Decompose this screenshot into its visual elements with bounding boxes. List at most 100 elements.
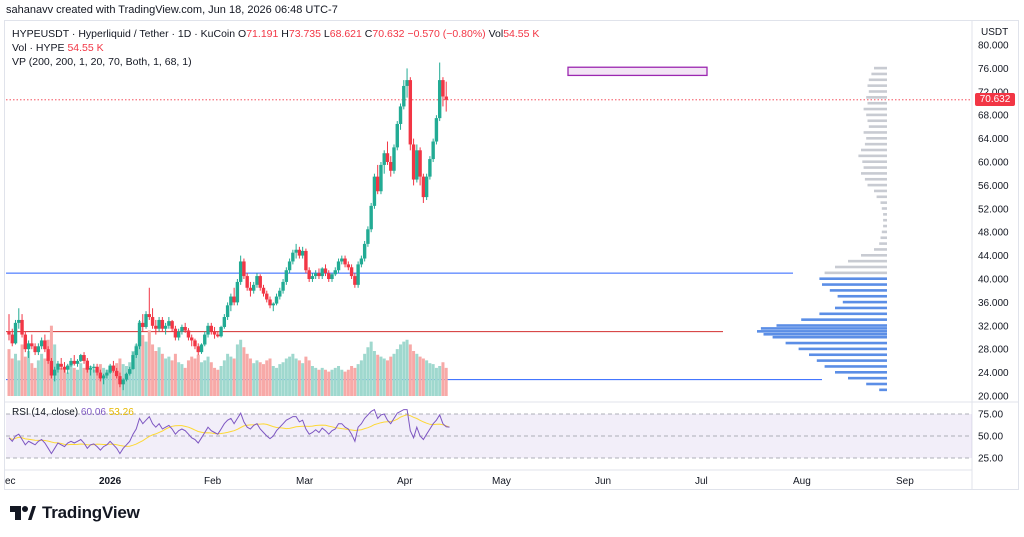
candle-body <box>7 331 11 335</box>
volume-bar <box>275 367 279 396</box>
candle-body <box>274 296 279 304</box>
time-tick-label: Jul <box>695 476 708 487</box>
volume-bar <box>226 353 230 396</box>
volume-profile-bar <box>822 283 887 286</box>
candle-body <box>170 321 174 329</box>
volume-bar <box>441 362 445 396</box>
volume-bar <box>222 360 226 396</box>
volume-bar <box>209 362 213 396</box>
volume-profile-bar <box>835 371 887 374</box>
candle-body <box>209 325 213 332</box>
time-tick-label: 2026 <box>99 476 122 487</box>
candle-body <box>402 85 406 107</box>
candle-body <box>92 366 96 368</box>
volume-bar <box>359 360 363 396</box>
volume-bar <box>434 367 438 396</box>
volume-bar <box>115 363 119 396</box>
volume-profile-bar <box>798 347 887 351</box>
volume-profile-bar <box>861 148 887 152</box>
candle-body <box>255 276 259 285</box>
volume-bar <box>30 363 34 396</box>
volume-bar <box>157 347 161 396</box>
volume-bar <box>389 356 393 396</box>
candle-body <box>353 276 357 285</box>
legend-low-label: L <box>323 28 330 40</box>
volume-profile-bar <box>819 277 887 280</box>
volume-bar <box>402 341 406 396</box>
candle-body <box>199 344 204 353</box>
legend-vp-indicator[interactable]: VP (200, 200, 1, 20, 70, Both, 1, 68, 1) <box>12 56 192 68</box>
candle-body <box>340 258 344 262</box>
volume-bar <box>376 354 380 396</box>
candle-body <box>323 268 328 274</box>
volume-bar <box>395 349 399 396</box>
volume-bar <box>399 344 403 396</box>
candle-body <box>229 296 233 306</box>
volume-profile-bar <box>879 242 887 245</box>
time-tick-label: Apr <box>397 476 413 487</box>
volume-bar <box>144 341 148 396</box>
volume-bar <box>56 363 60 396</box>
candle-body <box>297 249 302 256</box>
volume-profile-bar <box>858 154 887 158</box>
volume-bar <box>141 335 145 396</box>
volume-bar <box>147 330 151 396</box>
candle-body <box>114 370 119 377</box>
time-tick-label: ec <box>5 476 16 487</box>
candle-body <box>75 360 80 364</box>
volume-bar <box>167 356 171 396</box>
candle-body <box>278 290 282 297</box>
candle-body <box>333 270 337 275</box>
volume-profile-bar <box>801 318 887 321</box>
volume-bar <box>343 371 347 396</box>
legend-open-label: O <box>238 28 247 40</box>
price-tick-label: 48.000 <box>978 228 1009 239</box>
candle-body <box>398 106 403 124</box>
volume-bar <box>27 351 31 396</box>
volume-profile-bar <box>842 300 887 304</box>
candle-body <box>261 287 266 294</box>
volume-bar <box>95 367 99 396</box>
volume-bar <box>92 369 96 396</box>
volume-profile-bar <box>866 96 887 99</box>
volume-profile-bar <box>776 324 887 327</box>
candle-body <box>13 322 18 344</box>
volume-bar <box>239 339 243 396</box>
candle-body <box>124 373 129 380</box>
candle-body <box>415 150 419 180</box>
volume-profile-bar <box>819 312 887 316</box>
candle-body <box>88 367 93 370</box>
legend-volume-indicator[interactable]: Vol · HYPE 54.55 K <box>12 42 104 54</box>
volume-bar <box>196 354 200 396</box>
candle-body <box>30 343 34 347</box>
candle-body <box>59 363 63 367</box>
candle-body <box>72 360 76 364</box>
volume-bar <box>177 362 181 396</box>
candle-body <box>131 355 135 370</box>
candle-body <box>405 80 409 86</box>
candle-body <box>238 261 243 282</box>
volume-bar <box>278 364 282 396</box>
candle-body <box>284 270 289 282</box>
candle-body <box>186 330 191 338</box>
candle-body <box>408 80 413 145</box>
price-tick-label: 80.000 <box>978 41 1009 52</box>
volume-bar <box>183 367 187 396</box>
candle-body <box>294 249 298 253</box>
candle-body <box>157 319 161 329</box>
volume-bar <box>151 344 155 396</box>
volume-profile-bar <box>880 201 887 204</box>
candle-body <box>441 80 445 97</box>
volume-bar <box>170 360 174 396</box>
volume-bar <box>284 358 288 396</box>
legend-low: 68.621 <box>329 28 362 40</box>
candle-body <box>235 281 240 303</box>
volume-bar <box>265 360 269 396</box>
rsi-legend[interactable]: RSI (14, close) 60.06 53.26 <box>12 407 134 418</box>
volume-profile-bar <box>835 306 887 310</box>
volume-bar <box>333 367 337 396</box>
volume-bar <box>190 356 194 396</box>
volume-bar <box>366 347 370 396</box>
volume-bar <box>412 351 416 396</box>
